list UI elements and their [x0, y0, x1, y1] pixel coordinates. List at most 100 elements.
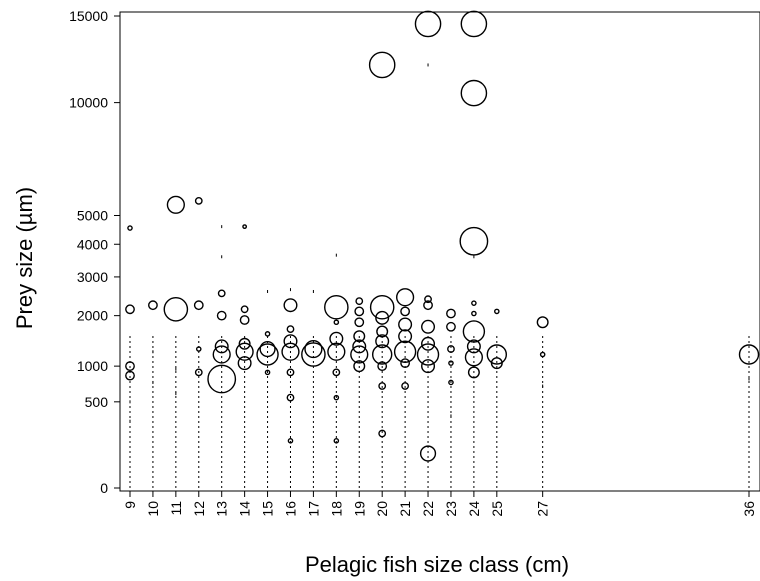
data-point: [217, 289, 226, 298]
data-point: [333, 319, 340, 326]
data-point: [448, 360, 454, 366]
data-point: [462, 320, 486, 343]
data-point: [486, 344, 508, 365]
data-point: [377, 361, 388, 372]
data-point: [354, 306, 365, 317]
data-point: [125, 370, 135, 381]
data-point: [287, 437, 294, 444]
data-point: [368, 51, 396, 79]
data-point: [281, 342, 300, 361]
x-tick-label: 22: [420, 501, 436, 517]
x-tick-label: 18: [328, 501, 344, 517]
x-tick-label: 16: [282, 501, 298, 517]
data-point: [221, 225, 223, 229]
x-tick-label: 10: [145, 501, 161, 517]
data-point: [466, 339, 481, 354]
x-tick-label: 15: [260, 501, 276, 517]
data-point: [193, 300, 204, 311]
y-tick-label: 2000: [77, 308, 108, 324]
data-point: [354, 317, 365, 328]
data-point: [283, 334, 298, 349]
x-tick-label: 12: [191, 501, 207, 517]
data-point: [375, 310, 390, 325]
x-tick-label: 13: [214, 501, 230, 517]
data-point: [460, 10, 488, 38]
data-point: [353, 360, 366, 373]
data-point: [352, 339, 367, 354]
data-point: [148, 300, 158, 311]
y-tick-label: 15000: [69, 8, 108, 24]
data-point: [421, 336, 436, 351]
data-point: [240, 305, 249, 314]
data-point: [350, 345, 369, 364]
data-point: [748, 377, 750, 381]
data-point: [400, 358, 411, 369]
x-tick-label: 24: [466, 501, 482, 517]
y-axis-title: Prey size (µm): [12, 187, 37, 329]
data-point: [207, 364, 237, 394]
data-point: [301, 342, 326, 367]
data-point: [264, 369, 271, 376]
data-point: [446, 308, 456, 319]
data-point: [421, 359, 436, 374]
data-point: [536, 316, 549, 329]
data-point: [400, 306, 411, 317]
data-point: [414, 10, 442, 38]
data-point: [127, 225, 133, 231]
data-point: [152, 350, 154, 354]
data-point: [424, 295, 432, 304]
y-tick-label: 4000: [77, 236, 108, 252]
data-point: [459, 226, 489, 256]
data-point: [396, 288, 415, 307]
data-point: [542, 384, 544, 388]
data-point: [335, 253, 337, 257]
data-point: [289, 288, 291, 292]
data-point: [378, 429, 387, 438]
y-tick-label: 500: [85, 394, 109, 410]
data-point: [239, 315, 250, 325]
data-point: [539, 351, 546, 358]
plot-frame: [119, 11, 760, 492]
y-axis: 0 500 1000 2000 3000 4000 5000 10000 15000: [69, 8, 120, 496]
data-point: [467, 366, 480, 379]
data-point: [450, 414, 452, 418]
data-point: [423, 300, 433, 311]
data-point: [333, 437, 340, 444]
data-point: [312, 289, 314, 293]
x-tick-label: 20: [374, 501, 390, 517]
y-tick-label: 5000: [77, 207, 108, 223]
x-tick-label: 17: [305, 501, 321, 517]
x-tick-label: 23: [443, 501, 459, 517]
data-point: [471, 300, 477, 306]
y-tick-label: 0: [100, 480, 108, 496]
x-axis: 9 10 11 12 13 14 15 16 17 18 19 20 21 22 23 24 25 27 36: [122, 491, 757, 517]
data-point: [214, 339, 229, 354]
x-tick-label: 9: [122, 501, 138, 509]
data-point: [242, 224, 248, 230]
data-point: [460, 79, 488, 107]
data-point: [355, 297, 364, 306]
data-point: [212, 345, 231, 364]
data-point: [221, 255, 223, 259]
data-point: [324, 294, 349, 320]
data-point: [393, 340, 417, 363]
plot-area: 0 500 1000 2000 3000 4000 5000 10000 15000 9 10 11…: [69, 8, 760, 517]
x-tick-label: 19: [351, 501, 367, 517]
data-point: [129, 419, 131, 423]
data-point: [129, 400, 131, 404]
data-point: [464, 348, 483, 367]
data-point: [304, 339, 323, 359]
data-point: [353, 330, 366, 343]
data-point: [378, 382, 387, 390]
x-tick-label: 25: [489, 501, 505, 517]
data-point: [216, 310, 227, 321]
data-point: [446, 321, 456, 332]
data-point: [471, 310, 477, 317]
data-point: [194, 368, 203, 377]
x-tick-label: 27: [535, 501, 551, 517]
y-tick-label: 3000: [77, 269, 108, 285]
data-point: [125, 304, 135, 315]
data-points: [125, 10, 760, 488]
data-point: [447, 345, 455, 353]
data-point: [259, 340, 276, 358]
